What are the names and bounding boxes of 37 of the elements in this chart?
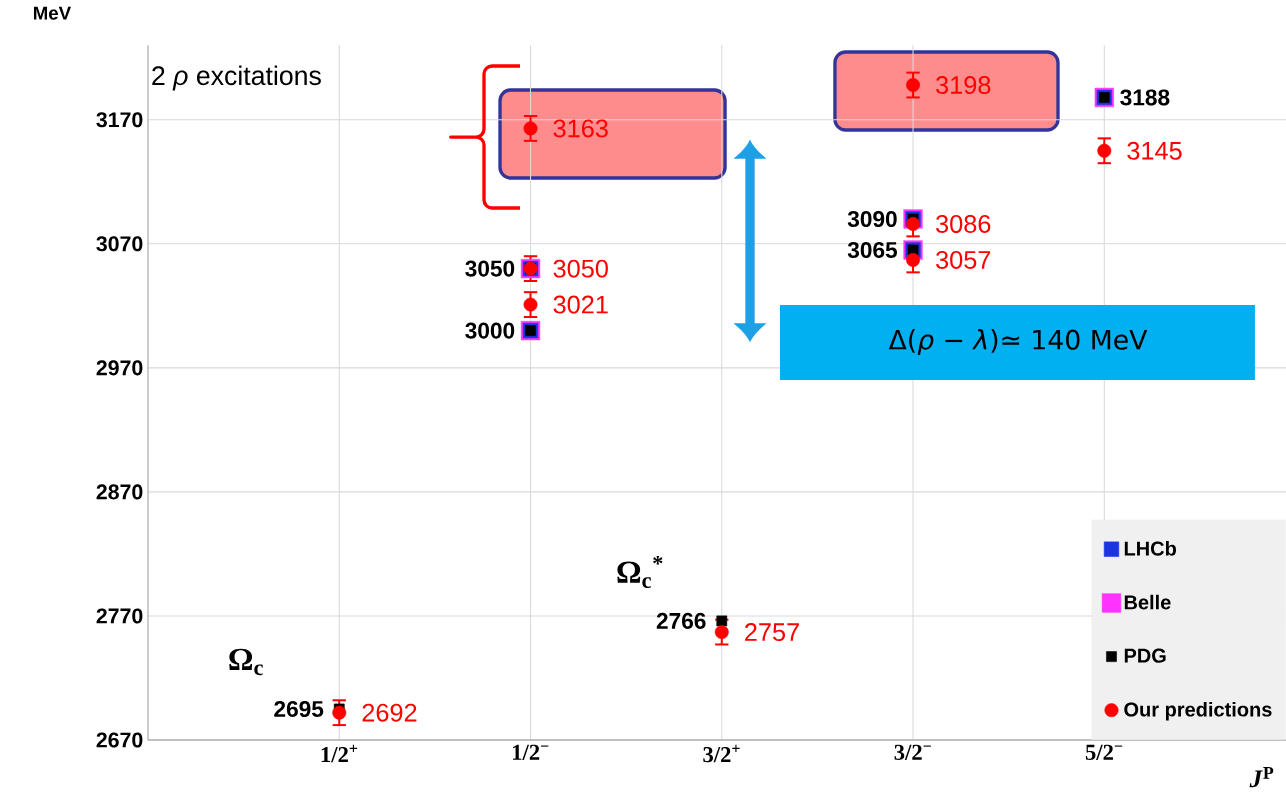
text: Ω$_{c}$: [229, 648, 263, 676]
y-tick-label: 3070: [96, 236, 143, 252]
data-label: 3163: [553, 119, 608, 138]
data-label: 3145: [1127, 141, 1182, 160]
legend-label: Belle: [1124, 594, 1171, 610]
legend-label: Our predictions: [1124, 701, 1272, 721]
y-tick-label: 3170: [96, 112, 143, 128]
data-label: 3188: [1120, 89, 1170, 106]
data-label: 3086: [936, 214, 991, 233]
data-label: 3000: [465, 322, 515, 339]
text: Ω$_{c}$*: [617, 555, 663, 588]
y-tick-label: 2870: [96, 484, 143, 500]
legend-label: LHCb: [1124, 540, 1176, 556]
y-tick-label: 2670: [96, 732, 143, 748]
annotation: Δ(ρ − λ)≃ 140 MeV: [888, 329, 1148, 355]
data-label: 2692: [362, 703, 417, 722]
data-label: 2695: [274, 700, 324, 718]
x-tick-label: 1/2$^{−}$: [513, 744, 549, 760]
data-label: 3050: [553, 259, 608, 278]
data-label: 3050: [465, 260, 515, 277]
data-label: 3090: [847, 210, 897, 228]
x-tick-label: 5/2$^{−}$: [1085, 744, 1123, 760]
x-tick-label: 3/2$^{−}$: [894, 744, 931, 760]
data-label: 3021: [553, 295, 608, 314]
data-label: 3198: [936, 76, 991, 94]
annotation: 2 ρ excitations: [152, 65, 321, 91]
x-axis-title: J$^{P}$: [1249, 767, 1274, 788]
x-tick-label: 3/2$^{+}$: [703, 744, 740, 763]
data-label: 2766: [656, 612, 706, 629]
data-label: 3057: [936, 250, 991, 269]
y-tick-label: 2970: [96, 360, 143, 376]
data-label: 3065: [847, 241, 898, 259]
x-tick-label: 1/2$^{+}$: [321, 744, 358, 763]
legend-label: PDG: [1124, 648, 1166, 663]
y-tick-label: 2770: [96, 608, 143, 624]
y-axis-title: MeV: [33, 6, 71, 20]
data-label: 2757: [745, 623, 799, 642]
